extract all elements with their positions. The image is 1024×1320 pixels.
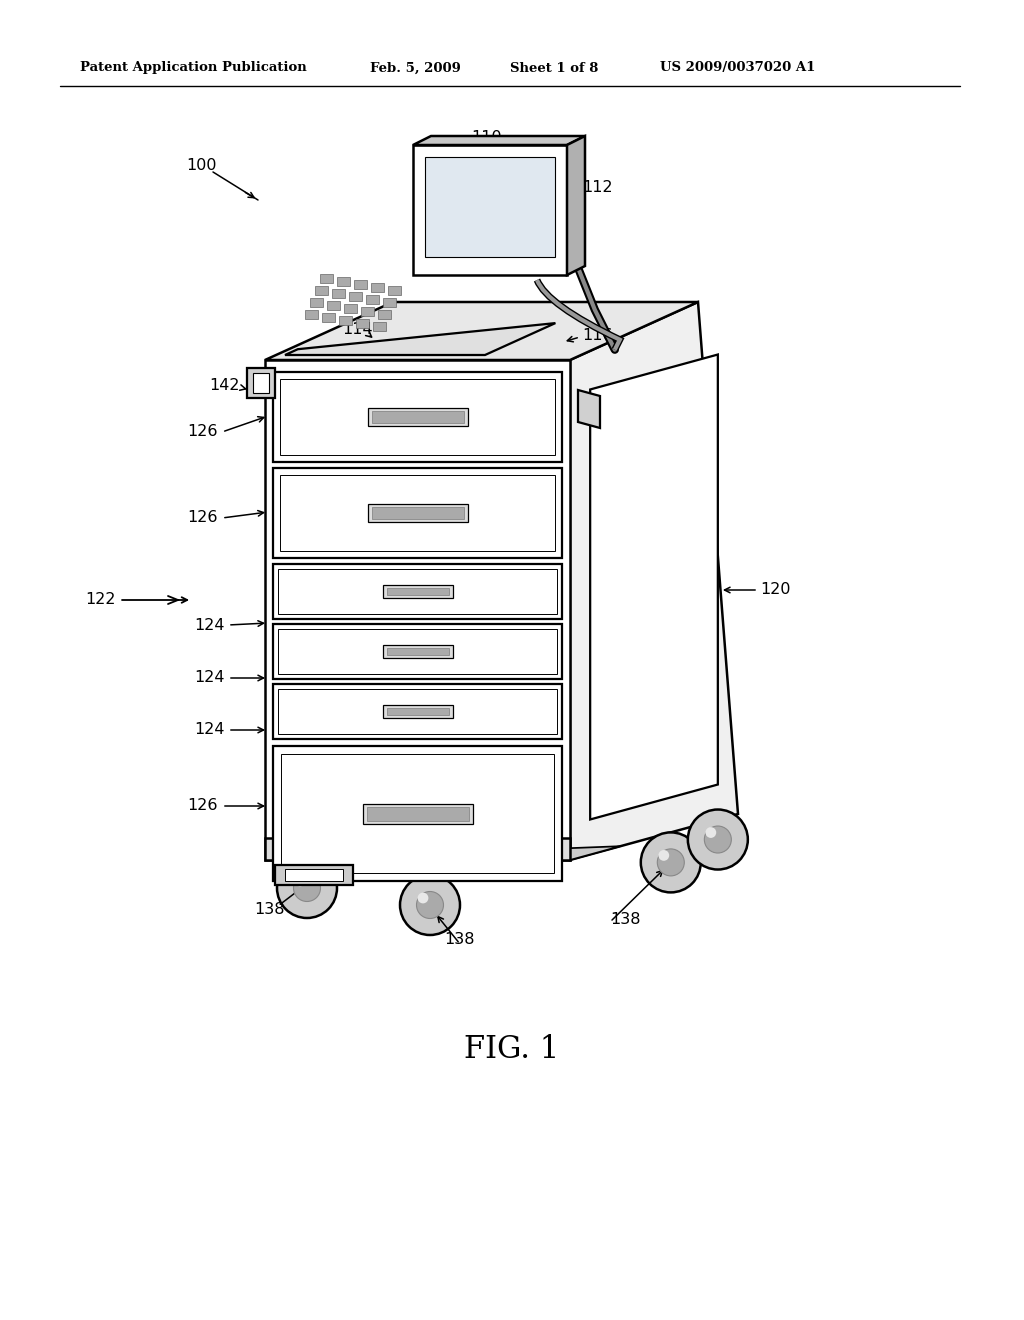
Polygon shape (383, 298, 396, 308)
Polygon shape (368, 504, 468, 521)
Circle shape (657, 849, 684, 876)
Polygon shape (570, 302, 738, 861)
Polygon shape (322, 313, 335, 322)
Text: 126: 126 (187, 425, 218, 440)
Text: 112: 112 (582, 181, 612, 195)
Polygon shape (344, 304, 357, 313)
Polygon shape (265, 360, 570, 861)
Polygon shape (349, 292, 362, 301)
Polygon shape (378, 310, 391, 319)
Circle shape (294, 874, 321, 902)
Text: 122: 122 (85, 593, 116, 607)
Text: Feb. 5, 2009: Feb. 5, 2009 (370, 62, 461, 74)
Polygon shape (278, 569, 557, 614)
Polygon shape (273, 746, 562, 880)
Text: 110: 110 (472, 131, 503, 145)
Polygon shape (265, 302, 698, 360)
Text: 126: 126 (187, 511, 218, 525)
Polygon shape (310, 298, 323, 308)
Text: 100: 100 (186, 157, 217, 173)
Circle shape (705, 826, 731, 853)
Text: 138: 138 (255, 903, 286, 917)
Polygon shape (362, 804, 472, 824)
Polygon shape (356, 319, 369, 327)
Polygon shape (413, 136, 585, 145)
Text: 138: 138 (610, 912, 640, 928)
Polygon shape (372, 411, 464, 422)
Text: 120: 120 (760, 582, 791, 598)
Polygon shape (327, 301, 340, 310)
Polygon shape (285, 323, 555, 355)
Text: 124: 124 (195, 671, 225, 685)
Polygon shape (366, 294, 379, 304)
Polygon shape (273, 624, 562, 678)
Polygon shape (265, 846, 621, 861)
Polygon shape (280, 475, 555, 550)
Polygon shape (337, 277, 350, 286)
Text: US 2009/0037020 A1: US 2009/0037020 A1 (660, 62, 815, 74)
Polygon shape (253, 374, 269, 393)
Text: 138: 138 (444, 932, 475, 948)
Polygon shape (373, 322, 386, 331)
Polygon shape (273, 372, 562, 462)
Polygon shape (285, 869, 343, 880)
Polygon shape (278, 630, 557, 675)
Polygon shape (361, 308, 374, 315)
Polygon shape (367, 807, 469, 821)
Text: FIG. 1: FIG. 1 (464, 1035, 560, 1065)
Polygon shape (278, 689, 557, 734)
Circle shape (278, 858, 337, 917)
Polygon shape (386, 708, 449, 715)
Polygon shape (386, 587, 449, 595)
Circle shape (295, 875, 305, 887)
Circle shape (688, 809, 748, 870)
Polygon shape (339, 315, 352, 325)
Polygon shape (319, 275, 333, 282)
Polygon shape (305, 310, 318, 319)
Polygon shape (578, 389, 600, 428)
Circle shape (641, 833, 700, 892)
Text: 126: 126 (187, 799, 218, 813)
Polygon shape (265, 838, 570, 861)
Polygon shape (247, 368, 275, 399)
Polygon shape (332, 289, 345, 298)
Circle shape (417, 891, 443, 919)
Text: 142: 142 (210, 378, 240, 392)
Polygon shape (273, 684, 562, 739)
Polygon shape (315, 286, 328, 294)
Text: 114: 114 (343, 322, 374, 338)
Circle shape (400, 875, 460, 935)
Polygon shape (273, 564, 562, 619)
Polygon shape (368, 408, 468, 426)
Polygon shape (567, 136, 585, 275)
Polygon shape (413, 145, 567, 275)
Circle shape (706, 828, 716, 838)
Polygon shape (388, 286, 401, 294)
Polygon shape (590, 355, 718, 820)
Text: Sheet 1 of 8: Sheet 1 of 8 (510, 62, 598, 74)
Polygon shape (354, 280, 367, 289)
Polygon shape (383, 645, 453, 657)
Text: 124: 124 (195, 618, 225, 632)
Polygon shape (275, 865, 353, 884)
Polygon shape (371, 282, 384, 292)
Text: 124: 124 (195, 722, 225, 738)
Text: 116: 116 (582, 327, 612, 342)
Text: Patent Application Publication: Patent Application Publication (80, 62, 307, 74)
Polygon shape (425, 157, 555, 257)
Polygon shape (383, 585, 453, 598)
Circle shape (658, 850, 670, 861)
Polygon shape (281, 754, 554, 873)
Circle shape (418, 892, 428, 903)
Polygon shape (372, 507, 464, 519)
Polygon shape (273, 469, 562, 558)
Polygon shape (383, 705, 453, 718)
Polygon shape (386, 648, 449, 655)
Polygon shape (280, 379, 555, 455)
